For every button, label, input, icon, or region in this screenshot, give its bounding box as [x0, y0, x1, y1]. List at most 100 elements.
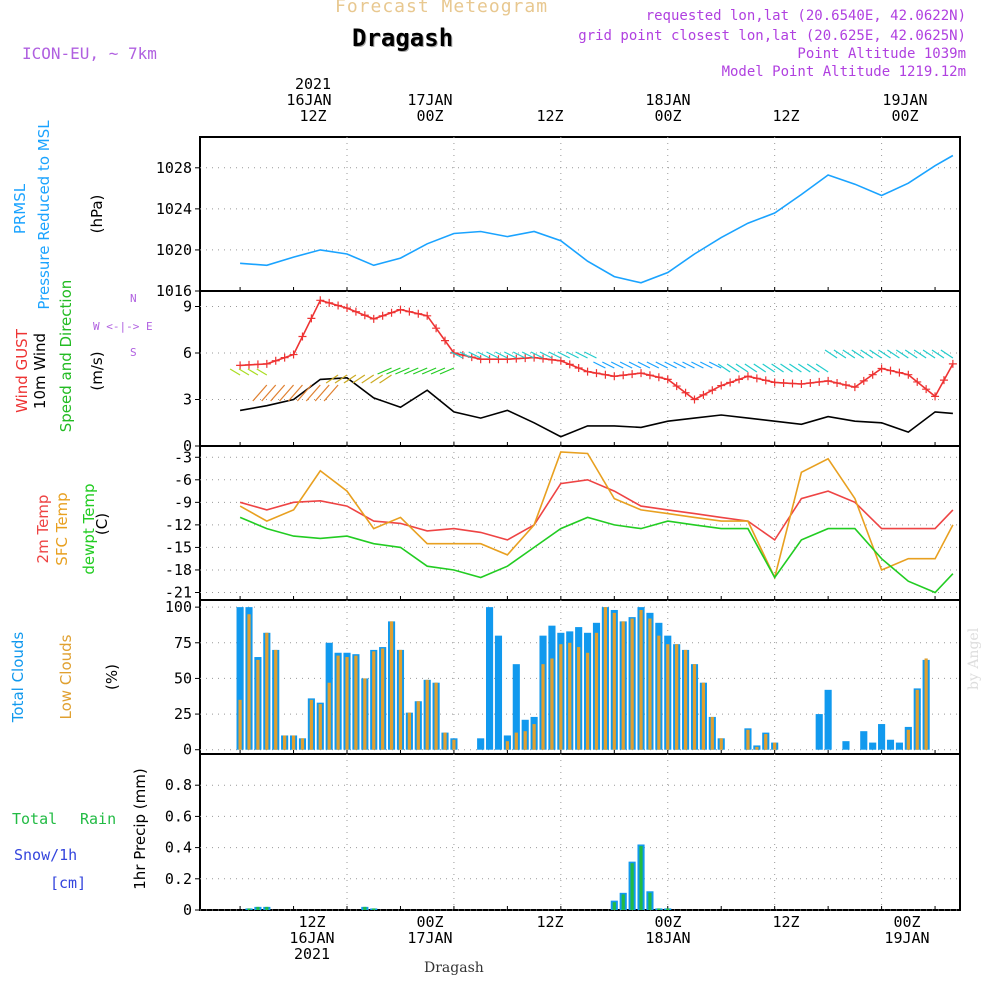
bar-low-clouds — [327, 682, 331, 750]
gust-marker — [726, 378, 735, 387]
wind-direction-arrow — [352, 374, 366, 384]
bar-low-clouds — [621, 621, 625, 750]
gust-marker — [387, 308, 396, 317]
gust-marker — [245, 360, 254, 369]
gust-marker — [396, 305, 405, 314]
footer-location: Dragash — [424, 960, 484, 976]
wind-direction-arrow — [637, 361, 651, 369]
top-tick-label-2: 12Z — [536, 107, 564, 125]
gust-marker — [850, 383, 859, 392]
bar-low-clouds — [594, 632, 599, 750]
gust-marker — [645, 371, 654, 380]
bar-rain — [630, 863, 634, 910]
bar-low-clouds — [541, 664, 545, 750]
wind-direction-arrow — [468, 351, 481, 359]
bar-low-clouds — [505, 741, 509, 750]
bar-low-clouds — [283, 735, 287, 750]
wind-direction-arrow — [753, 363, 767, 373]
bar-low-clouds — [265, 632, 269, 750]
wind-direction-arrow — [833, 349, 847, 359]
series-line-2m-temp — [239, 478, 954, 542]
gust-marker — [628, 370, 637, 379]
gust-marker — [948, 359, 957, 368]
bar-low-clouds — [300, 738, 305, 750]
wind-direction-arrow — [700, 361, 713, 369]
gust-marker — [476, 355, 485, 364]
wind-direction-arrow — [735, 363, 749, 373]
bar-low-clouds — [612, 612, 616, 750]
gust-marker — [405, 307, 414, 316]
wind-direction-arrow — [610, 361, 624, 369]
bar-total-clouds — [815, 714, 823, 750]
y-tick-label: -3 — [174, 448, 192, 466]
wind-direction-arrow — [279, 384, 295, 402]
wind-direction-arrow — [377, 367, 392, 375]
gust-marker — [441, 336, 450, 345]
compass-we: W <-|-> E — [93, 320, 153, 333]
top-tick-label-3: 18JAN 00Z — [645, 91, 691, 125]
bar-low-clouds — [701, 682, 706, 750]
y-tick-label: 1024 — [156, 200, 192, 218]
wind-direction-arrow — [744, 363, 758, 373]
wind-direction-arrow — [566, 351, 579, 359]
wind-direction-arrow — [379, 374, 392, 384]
bar-rain — [648, 892, 652, 910]
bar-low-clouds — [389, 621, 394, 750]
bottom-tick-label-2: 12Z — [536, 913, 564, 931]
wind-direction-arrow — [824, 349, 838, 359]
gust-marker — [307, 314, 316, 323]
gust-marker — [610, 372, 619, 381]
wind-direction-arrow — [575, 351, 588, 359]
y-tick-label: 0.2 — [165, 870, 192, 888]
y-tick-label: 100 — [165, 598, 192, 616]
gust-marker — [708, 386, 717, 395]
gust-marker — [360, 311, 369, 320]
bar-low-clouds — [630, 618, 634, 750]
bar-low-clouds — [434, 682, 438, 750]
bar-total-clouds — [886, 739, 895, 750]
bar-total-clouds — [512, 664, 520, 750]
wind-direction-arrow — [229, 368, 241, 376]
gust-marker — [690, 395, 699, 404]
wind-direction-arrow — [238, 368, 250, 376]
bar-low-clouds — [381, 648, 385, 750]
wind-direction-arrow — [655, 361, 669, 369]
gust-marker — [824, 376, 833, 385]
wind-direction-arrow — [323, 384, 339, 402]
wind-direction-arrow — [557, 351, 571, 359]
y-tick-label: 1016 — [156, 282, 192, 300]
wind-direction-arrow — [314, 384, 330, 402]
gust-marker — [423, 311, 432, 320]
bar-low-clouds — [746, 729, 750, 750]
bar-low-clouds — [345, 657, 349, 750]
location-title: Dragash — [352, 24, 454, 52]
bar-total-clouds — [824, 689, 832, 750]
panel-frame-4 — [199, 753, 961, 911]
y-tick-label: -15 — [165, 538, 192, 556]
wind-direction-arrow — [512, 351, 526, 359]
bar-low-clouds — [416, 701, 420, 750]
y-tick-label: 0 — [183, 741, 192, 759]
bar-low-clouds — [585, 652, 590, 750]
gust-marker — [521, 354, 530, 363]
y-tick-label: 50 — [174, 669, 192, 687]
wind-direction-arrow — [904, 349, 918, 359]
bar-low-clouds — [372, 651, 376, 750]
wind-direction-arrow — [504, 351, 517, 359]
gust-marker — [904, 370, 913, 379]
wind-direction-arrow — [806, 363, 820, 373]
wind-direction-arrow — [370, 374, 383, 384]
wind-direction-arrow — [789, 363, 802, 373]
y-tick-label: -6 — [174, 471, 192, 489]
bar-rain — [639, 846, 643, 910]
gust-marker — [494, 355, 503, 364]
y-tick-label: 75 — [174, 634, 192, 652]
bar-low-clouds — [710, 716, 714, 750]
gust-marker — [556, 356, 565, 365]
wind-direction-arrow — [726, 363, 740, 373]
bar-low-clouds — [666, 644, 670, 750]
bottom-tick-label-4: 12Z — [772, 913, 800, 931]
bar-low-clouds — [309, 699, 313, 750]
bar-total-clouds — [494, 635, 503, 750]
wind-direction-arrow — [895, 349, 909, 359]
